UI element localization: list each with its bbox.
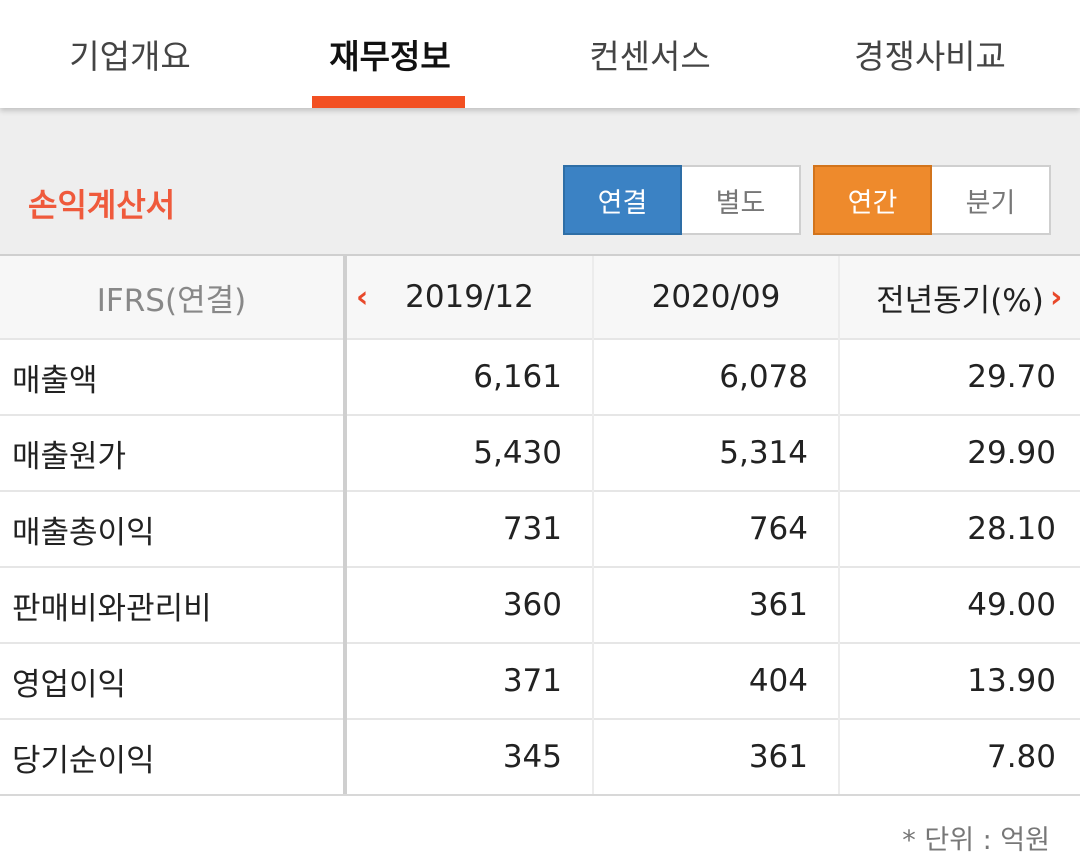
row-label: 매출원가 [12,438,127,475]
table-cell: 731 [502,511,562,547]
table-cell: 361 [748,739,808,775]
table-row: 당기순이익 345 361 7.80 [0,718,1080,794]
scope-toggle: 연결 별도 [563,165,801,235]
table-row: 영업이익 371 404 13.90 [0,642,1080,718]
tab-company-overview[interactable]: 기업개요 [69,37,191,76]
table-cell: 29.70 [967,359,1056,395]
separate-button[interactable]: 별도 [682,165,801,235]
header-cell: IFRS(연결) [96,282,247,319]
table-row: 매출원가 5,430 5,314 29.90 [0,414,1080,490]
header-cell: 전년동기(%) [876,282,1044,319]
table-cell: 5,430 [473,435,562,471]
table-cell: 5,314 [719,435,808,471]
row-label: 매출액 [12,362,98,399]
table-cell: 6,161 [473,359,562,395]
chevron-right-icon[interactable]: › [1050,279,1063,315]
table-cell: 6,078 [719,359,808,395]
table-cell: 345 [502,739,562,775]
income-statement-table: IFRS(연결) 2019/12 2020/09 전년동기(%) ‹ › 매출액… [0,254,1080,796]
table-cell: 13.90 [967,663,1056,699]
table-cell: 49.00 [967,587,1056,623]
header-cell: 2020/09 [651,279,781,315]
table-row: 매출총이익 731 764 28.10 [0,490,1080,566]
column-divider [838,256,840,794]
table-cell: 404 [748,663,808,699]
table-cell: 361 [748,587,808,623]
statement-header: 손익계산서 연결 별도 연간 분기 [0,108,1080,254]
annual-button[interactable]: 연간 [813,165,932,235]
quarterly-button[interactable]: 분기 [932,165,1051,235]
table-cell: 764 [748,511,808,547]
active-tab-indicator [312,96,465,108]
table-header-row: IFRS(연결) 2019/12 2020/09 전년동기(%) ‹ › [0,256,1080,338]
table-cell: 28.10 [967,511,1056,547]
header-cell: 2019/12 [405,279,534,315]
table-cell: 371 [502,663,562,699]
column-divider [343,256,347,794]
column-divider [592,256,594,794]
table-cell: 29.90 [967,435,1056,471]
table-row: 매출액 6,161 6,078 29.70 [0,338,1080,414]
tab-competitor-compare[interactable]: 경쟁사비교 [854,37,1006,76]
row-label: 매출총이익 [12,514,155,551]
row-label: 영업이익 [12,666,127,703]
chevron-left-icon[interactable]: ‹ [356,279,369,315]
row-label: 당기순이익 [12,742,155,779]
consolidated-button[interactable]: 연결 [563,165,682,235]
period-toggle: 연간 분기 [813,165,1051,235]
top-tab-bar: 기업개요 재무정보 컨센서스 경쟁사비교 [0,0,1080,108]
table-cell: 360 [502,587,562,623]
unit-note: * 단위 : 억원 [902,825,1050,856]
section-title: 손익계산서 [28,186,176,224]
tab-consensus[interactable]: 컨센서스 [589,37,711,76]
table-cell: 7.80 [986,739,1056,775]
table-row: 판매비와관리비 360 361 49.00 [0,566,1080,642]
tab-financial-info[interactable]: 재무정보 [329,37,451,76]
row-label: 판매비와관리비 [12,590,212,627]
